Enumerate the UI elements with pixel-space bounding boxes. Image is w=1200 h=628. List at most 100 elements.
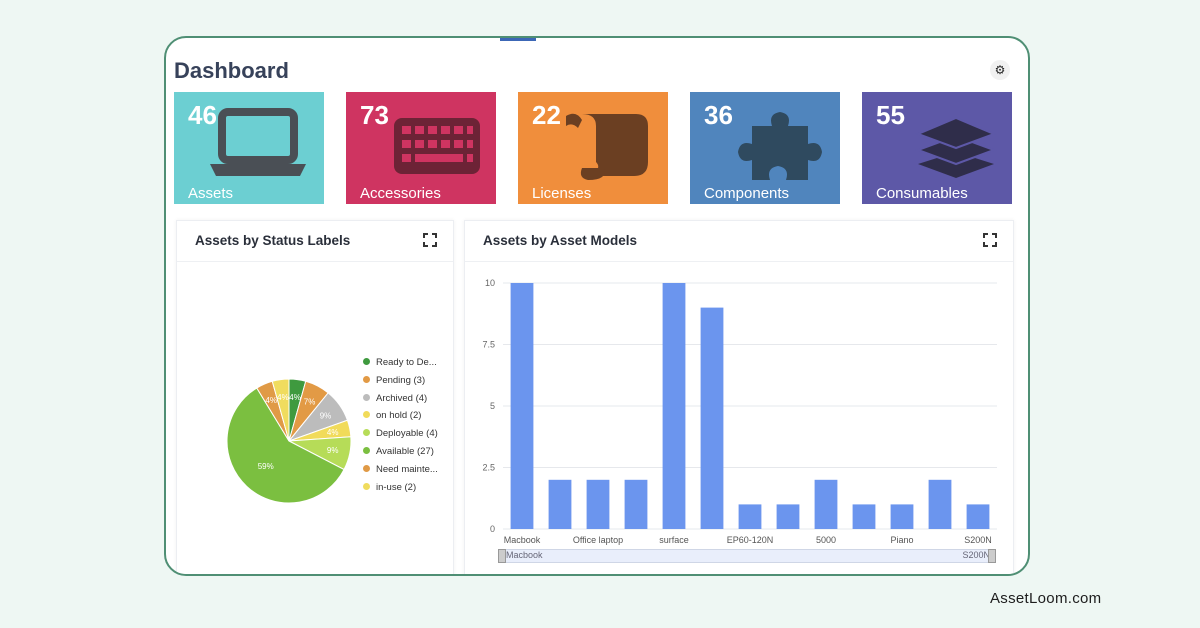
legend-label: Pending (3) [376,374,426,386]
layers-icon [915,116,997,178]
y-tick-label: 7.5 [482,340,495,350]
range-handle-right[interactable] [988,549,996,563]
legend-item[interactable]: on hold (2) [363,410,438,428]
gear-icon[interactable]: ⚙ [990,60,1010,80]
range-end-label: S200N [962,550,990,560]
legend-dot [363,411,370,419]
pie-legend: Ready to De... Pending (3) Archived (4) on … [363,357,438,499]
pie-slice-label: 4% [289,393,301,402]
tile-consumables[interactable]: 55 Consumables [862,92,1012,204]
tile-label: Components [704,185,790,202]
pie-slice-label: 59% [258,462,274,471]
tile-count: 36 [704,100,733,130]
pie-slice-label: 4% [277,393,289,402]
legend-item[interactable]: Ready to De... [363,357,438,375]
y-tick-label: 10 [485,278,495,288]
x-tick-label: Piano [890,535,913,545]
tile-label: Licenses [532,185,592,202]
tile-count: 22 [532,100,561,130]
pie-slice-label: 9% [320,411,332,420]
bar [738,504,762,529]
legend-dot [363,464,370,472]
page-title: Dashboard [174,58,289,83]
x-tick-label: S200N [964,535,992,545]
bar [548,479,572,529]
scroll-indicator [500,38,536,41]
legend-item[interactable]: in-use (2) [363,482,438,500]
tile-count: 73 [360,100,389,130]
tile-assets[interactable]: 46 Assets [174,92,324,204]
pie-slice [271,378,290,442]
panel-title: Assets by Status Labels [195,233,351,248]
panel-title: Assets by Asset Models [483,233,638,248]
dashboard-window: Dashboard ⚙ 46 Assets 73 Accessories 22 [164,36,1030,576]
legend-dot [363,446,370,454]
bar [776,504,800,529]
bar [662,283,686,529]
legend-item[interactable]: Deployable (4) [363,428,438,446]
x-tick-label: 5000 [816,535,836,545]
legend-dot [363,482,370,490]
legend-item[interactable]: Available (27) [363,446,438,464]
bar [928,479,952,529]
legend-item[interactable]: Pending (3) [363,375,438,393]
tile-accessories[interactable]: 73 Accessories [346,92,496,204]
legend-label: Ready to De... [376,357,437,368]
bar [700,307,724,529]
y-tick-label: 5 [490,401,495,411]
x-tick-label: surface [659,535,689,545]
range-slider[interactable]: Macbook S200N [498,549,996,563]
pie-slice [226,387,345,504]
tile-label: Consumables [876,185,968,202]
pie-slice-label: 4% [265,396,277,405]
x-tick-label: Office laptop [573,535,623,545]
y-tick-label: 2.5 [482,463,495,473]
tile-count: 55 [876,100,905,130]
legend-dot [363,375,370,383]
laptop-icon [210,108,306,176]
legend-label: in-use (2) [376,481,417,493]
legend-label: Deployable (4) [376,428,438,440]
status-labels-panel: Assets by Status Labels 4% 7% 9% 4% 9% 59% 4% 4… [176,220,454,574]
keyboard-icon [394,118,480,174]
legend-label: on hold (2) [376,410,422,422]
models-bar-chart: 0 2.5 5 7.5 10 Macbook Office laptop surface EP6… [482,278,997,545]
tile-label: Assets [188,185,234,202]
watermark: AssetLoom.com [990,590,1102,607]
bar [624,479,648,529]
legend-dot [363,429,370,437]
tile-label: Accessories [360,185,441,202]
scroll-icon [566,113,648,180]
x-tick-label: EP60-120N [727,535,774,545]
tile-licenses[interactable]: 22 Licenses [518,92,668,204]
pie-slice-label: 7% [304,397,316,406]
bar [966,504,990,529]
panel-divider [465,261,1013,262]
range-start-label: Macbook [506,550,543,560]
expand-icon[interactable] [423,233,437,247]
legend-dot [363,357,370,365]
bar [510,283,534,529]
x-tick-label: Macbook [504,535,541,545]
bar [586,479,610,529]
puzzle-icon [738,112,822,180]
pie-slice-label: 9% [327,446,339,455]
legend-item[interactable]: Archived (4) [363,393,438,411]
legend-dot [363,393,370,401]
legend-label: Need mainte... [376,463,438,475]
legend-item[interactable]: Need mainte... [363,464,438,482]
range-handle-left[interactable] [498,549,506,563]
y-tick-label: 0 [490,524,495,534]
expand-icon[interactable] [983,233,997,247]
pie-slice-label: 4% [327,428,339,437]
asset-models-panel: Assets by Asset Models 0 2.5 5 7.5 10 Macbook… [464,220,1014,574]
tile-count: 46 [188,100,217,130]
bar [852,504,876,529]
bar [890,504,914,529]
legend-label: Available (27) [376,445,434,457]
panel-divider [177,261,453,262]
status-pie-chart: 4%7%9%4%9%59%4% 4% [226,378,352,504]
bar [814,479,838,529]
tile-components[interactable]: 36 Components [690,92,840,204]
legend-label: Archived (4) [376,392,428,404]
